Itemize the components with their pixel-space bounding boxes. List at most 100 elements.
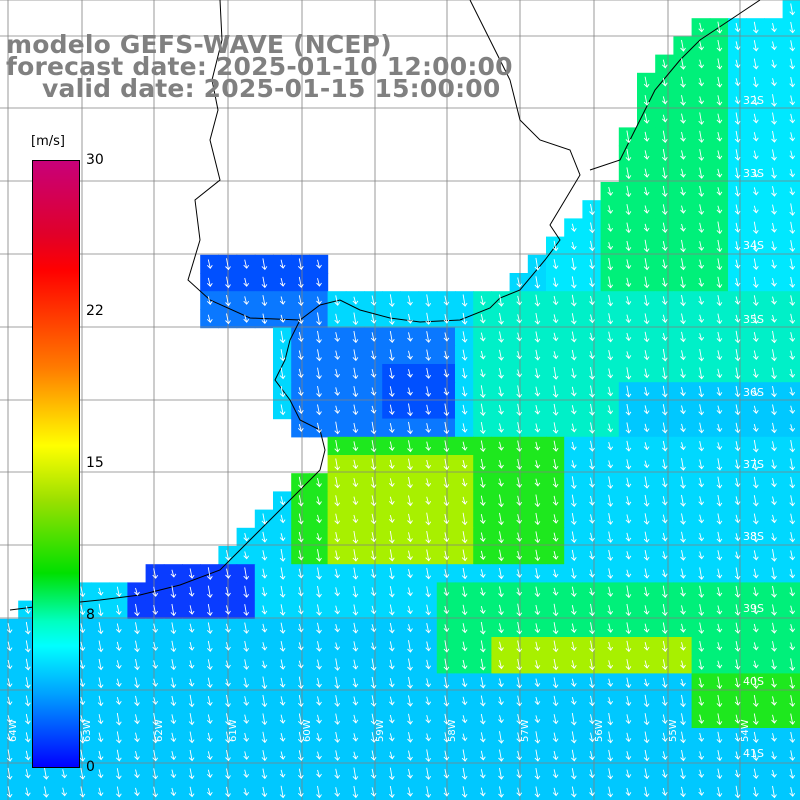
wind-arrow bbox=[206, 567, 213, 581]
wind-arrow bbox=[334, 495, 341, 507]
wind-arrow bbox=[716, 442, 723, 451]
wind-arrow bbox=[206, 659, 213, 671]
wind-arrow bbox=[24, 732, 31, 743]
wind-arrow bbox=[115, 623, 122, 634]
wind-arrow bbox=[461, 512, 468, 526]
wind-arrow bbox=[752, 332, 759, 343]
lon-label: 60W bbox=[302, 719, 313, 742]
wind-arrow bbox=[789, 695, 796, 707]
wind-arrow bbox=[607, 749, 614, 762]
wind-arrow bbox=[425, 604, 432, 616]
wind-arrow bbox=[552, 769, 559, 779]
wind-arrow bbox=[716, 495, 723, 507]
wind-arrow bbox=[789, 150, 796, 160]
wind-arrow bbox=[789, 532, 796, 543]
wind-arrow bbox=[516, 403, 523, 416]
wind-arrow bbox=[698, 167, 705, 179]
wind-arrow bbox=[279, 330, 286, 344]
lon-label: 54W bbox=[740, 719, 751, 742]
wind-arrow bbox=[261, 786, 268, 798]
wind-arrow bbox=[115, 786, 122, 798]
wind-arrow bbox=[661, 440, 668, 452]
wind-arrow bbox=[625, 440, 632, 452]
wind-arrow bbox=[752, 423, 759, 433]
wind-arrow bbox=[334, 458, 341, 471]
wind-arrow bbox=[607, 386, 614, 397]
wind-arrow bbox=[661, 514, 668, 524]
wind-arrow bbox=[225, 678, 231, 687]
wind-arrow bbox=[297, 750, 304, 762]
wind-arrow bbox=[243, 714, 250, 724]
wind-arrow bbox=[152, 586, 159, 597]
wind-arrow bbox=[188, 678, 195, 687]
wind-arrow bbox=[425, 512, 432, 526]
wind-arrow bbox=[698, 640, 705, 652]
wind-arrow bbox=[279, 296, 286, 305]
wind-arrow bbox=[734, 296, 741, 305]
wind-arrow bbox=[461, 423, 468, 433]
wind-arrow bbox=[516, 750, 523, 761]
wind-arrow bbox=[188, 768, 195, 780]
wind-arrow bbox=[625, 732, 632, 743]
wind-arrow bbox=[498, 767, 504, 780]
wind-arrow bbox=[716, 676, 723, 690]
wind-arrow bbox=[771, 112, 777, 125]
wind-arrow bbox=[498, 786, 504, 798]
wind-arrow bbox=[279, 277, 286, 287]
wind-arrow bbox=[316, 349, 322, 362]
wind-arrow bbox=[625, 695, 632, 707]
wind-arrow bbox=[188, 605, 195, 615]
wind-arrow bbox=[589, 240, 595, 252]
wind-arrow bbox=[261, 587, 268, 597]
wind-arrow bbox=[206, 769, 213, 779]
wind-arrow bbox=[261, 660, 268, 669]
wind-arrow bbox=[771, 278, 777, 287]
wind-arrow bbox=[698, 477, 705, 488]
wind-arrow bbox=[680, 113, 686, 124]
wind-arrow bbox=[24, 677, 31, 689]
wind-arrow bbox=[370, 658, 377, 671]
wind-arrow bbox=[407, 768, 413, 779]
wind-arrow bbox=[734, 314, 741, 323]
colorbar-tick-8: 8 bbox=[86, 607, 95, 623]
wind-arrow bbox=[661, 77, 668, 87]
wind-arrow bbox=[534, 460, 541, 469]
wind-arrow bbox=[188, 586, 195, 597]
wind-arrow bbox=[534, 531, 541, 544]
wind-arrow bbox=[680, 258, 686, 271]
wind-arrow bbox=[115, 712, 122, 726]
wind-arrow bbox=[534, 678, 541, 688]
wind-arrow bbox=[6, 786, 13, 798]
wind-arrow bbox=[388, 367, 395, 380]
wind-arrow bbox=[498, 586, 504, 598]
wind-arrow bbox=[771, 549, 777, 562]
wind-arrow bbox=[680, 205, 686, 214]
wind-arrow bbox=[661, 149, 668, 162]
wind-arrow bbox=[698, 41, 705, 51]
wind-arrow bbox=[79, 696, 86, 706]
wind-arrow bbox=[716, 76, 723, 88]
lat-label: 41S bbox=[743, 747, 764, 760]
wind-arrow bbox=[225, 276, 231, 289]
wind-arrow bbox=[771, 785, 777, 799]
wind-arrow bbox=[316, 533, 322, 542]
wind-arrow bbox=[734, 112, 741, 125]
wind-arrow bbox=[698, 333, 705, 341]
wind-arrow bbox=[752, 787, 759, 798]
wind-arrow bbox=[589, 677, 595, 689]
wind-arrow bbox=[516, 295, 523, 306]
wind-arrow bbox=[79, 731, 86, 744]
wind-arrow bbox=[316, 696, 322, 706]
wind-arrow bbox=[425, 786, 432, 798]
wind-arrow bbox=[115, 678, 122, 688]
wind-arrow bbox=[97, 677, 104, 689]
wind-arrow bbox=[297, 423, 304, 433]
wind-arrow bbox=[771, 404, 777, 416]
wind-arrow bbox=[425, 767, 432, 780]
wind-arrow bbox=[589, 422, 595, 434]
lon-label: 56W bbox=[594, 719, 605, 742]
wind-arrow bbox=[370, 676, 377, 689]
wind-arrow bbox=[134, 714, 140, 725]
wind-arrow bbox=[789, 258, 796, 270]
wind-arrow bbox=[388, 478, 395, 488]
